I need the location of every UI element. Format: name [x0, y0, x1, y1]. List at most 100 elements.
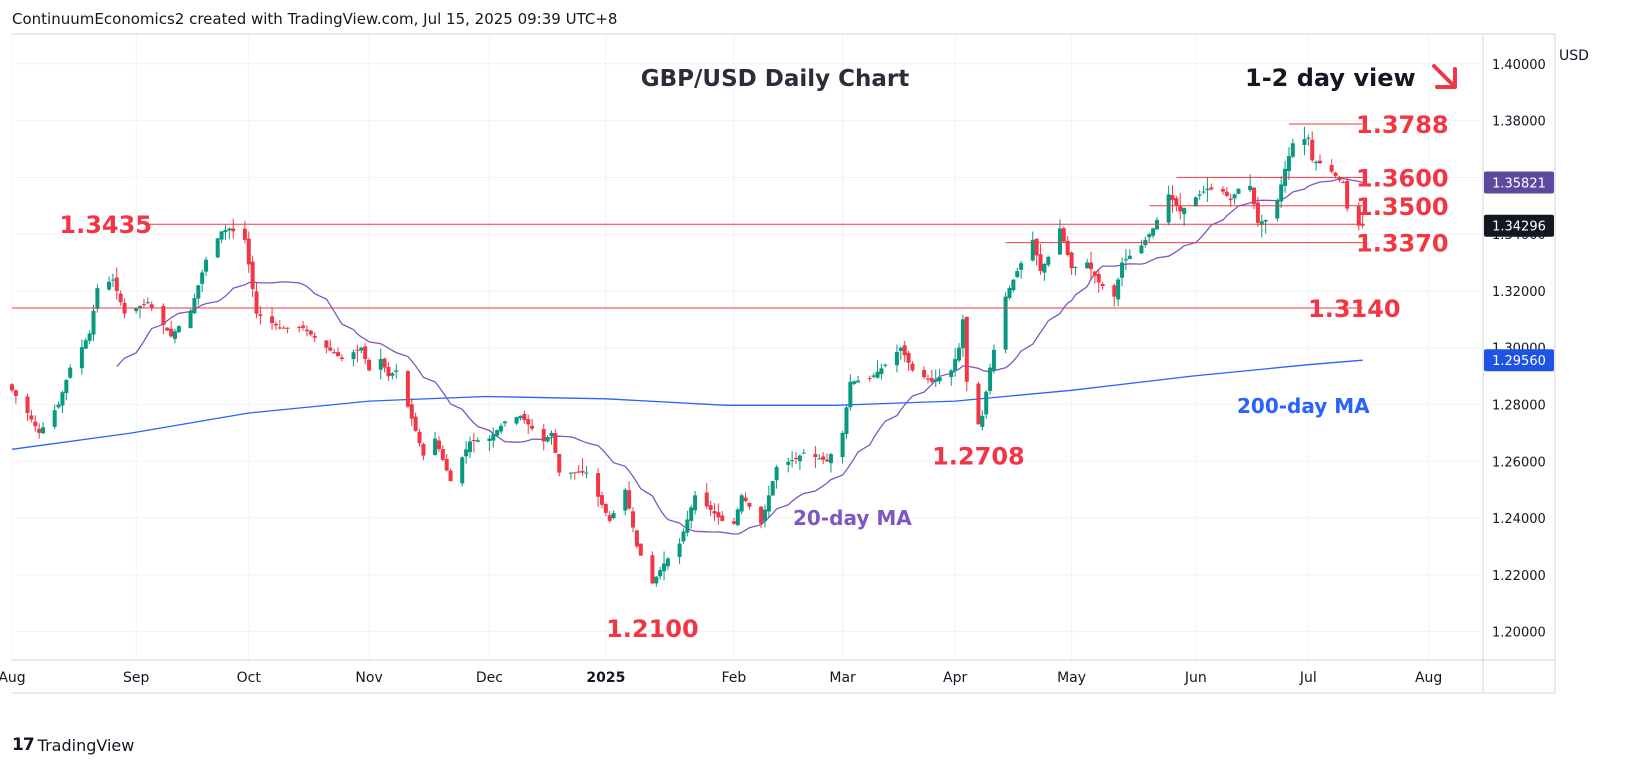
price-badge-ma200 — [1484, 349, 1554, 372]
y-tick-label: 1.26000 — [1492, 455, 1546, 470]
y-tick-label: 1.24000 — [1492, 512, 1546, 527]
candle-bear — [1100, 283, 1105, 286]
candle-bull — [984, 391, 989, 415]
candle-bear — [557, 453, 562, 473]
candle-bull — [1290, 143, 1295, 157]
candle-bear — [37, 428, 42, 433]
candle-bull — [654, 576, 659, 584]
candle-bull — [1232, 194, 1237, 199]
x-tick-label: Dec — [476, 670, 503, 686]
price-badge-label: 1.29560 — [1492, 354, 1546, 369]
candle-bear — [821, 456, 826, 460]
candle-bull — [1030, 239, 1035, 261]
candle-bull — [1147, 234, 1152, 238]
candle-bear — [421, 444, 426, 456]
candle-bull — [790, 460, 795, 462]
tradingview-footer[interactable]: 17 TradingView — [12, 735, 134, 755]
candle-bull — [549, 432, 554, 437]
candle-bull — [359, 347, 364, 351]
candle-bear — [141, 303, 146, 305]
candle-bear — [599, 495, 604, 505]
candle-bull — [491, 434, 496, 441]
candle-bull — [1120, 262, 1125, 278]
candle-bull — [568, 472, 573, 474]
candle-bull — [60, 392, 65, 406]
candle-bear — [1178, 206, 1183, 212]
candle-bull — [107, 281, 112, 290]
candle-bull — [227, 228, 232, 231]
candle-bull — [957, 347, 962, 361]
candle-bull — [464, 449, 469, 457]
x-tick-label: Oct — [237, 670, 262, 686]
candle-bull — [460, 457, 465, 484]
candle-bear — [242, 228, 247, 240]
candle-bear — [867, 378, 872, 380]
candle-bull — [693, 495, 698, 511]
candle-bull — [134, 307, 139, 312]
candle-bull — [840, 432, 845, 457]
candle-bear — [301, 325, 306, 328]
candle-bear — [596, 473, 601, 497]
candle-bull — [499, 425, 504, 432]
candle-bear — [794, 458, 799, 460]
candle-bull — [87, 333, 92, 341]
candle-bull — [677, 543, 682, 558]
candle-bull — [1236, 188, 1241, 194]
candle-bear — [530, 425, 535, 429]
chart-title: GBP/USD Daily Chart — [641, 66, 910, 92]
view-label: 1-2 day view — [1245, 64, 1416, 92]
candle-bear — [114, 277, 119, 291]
candle-bear — [161, 305, 166, 325]
candle-bear — [1317, 160, 1322, 164]
candle-bull — [662, 563, 667, 572]
candle-bull — [475, 440, 480, 442]
candle-bull — [1197, 194, 1202, 196]
candle-bear — [813, 454, 818, 458]
candle-bull — [467, 441, 472, 453]
candle-bear — [332, 352, 337, 354]
candle-bull — [960, 319, 965, 349]
candle-bull — [502, 421, 507, 424]
candle-bull — [991, 349, 996, 371]
candle-bull — [223, 229, 228, 233]
candle-bear — [716, 512, 721, 518]
candle-bear — [634, 530, 639, 547]
candle-bull — [665, 558, 670, 567]
candle-bear — [1038, 254, 1043, 272]
candles-layer — [10, 126, 1365, 587]
candle-bear — [712, 511, 717, 514]
x-tick-label: Aug — [0, 670, 26, 686]
candle-bull — [1019, 263, 1024, 270]
candle-bull — [770, 481, 775, 496]
candle-bull — [953, 359, 958, 371]
candle-bull — [192, 298, 197, 314]
arrow-down-right-icon — [1432, 64, 1457, 89]
candle-bull — [91, 310, 96, 335]
candle-bull — [514, 417, 519, 424]
x-tick-label: Apr — [943, 670, 967, 686]
x-tick-label: Feb — [722, 670, 747, 686]
candle-bear — [33, 421, 38, 427]
candle-bear — [650, 555, 655, 584]
candle-bull — [64, 379, 69, 394]
candle-bull — [196, 285, 201, 299]
candle-bear — [405, 371, 410, 407]
candle-bull — [1314, 161, 1319, 164]
candle-bull — [68, 367, 73, 378]
candle-bull — [828, 454, 833, 464]
candle-bear — [603, 504, 608, 513]
candle-bear — [440, 449, 445, 460]
tradingview-logo-icon: 17 — [12, 735, 35, 755]
candle-bear — [1112, 285, 1117, 297]
candle-bear — [246, 238, 251, 265]
candle-bear — [277, 327, 282, 329]
candle-bear — [1310, 139, 1315, 161]
candle-bull — [1007, 288, 1012, 299]
candle-bull — [1139, 245, 1144, 254]
candle-bear — [328, 347, 333, 351]
ma20-line — [116, 177, 1363, 535]
level-label: 1.3370 — [1356, 230, 1449, 258]
candle-bull — [1259, 221, 1264, 226]
level-label: 1.3600 — [1356, 164, 1449, 192]
